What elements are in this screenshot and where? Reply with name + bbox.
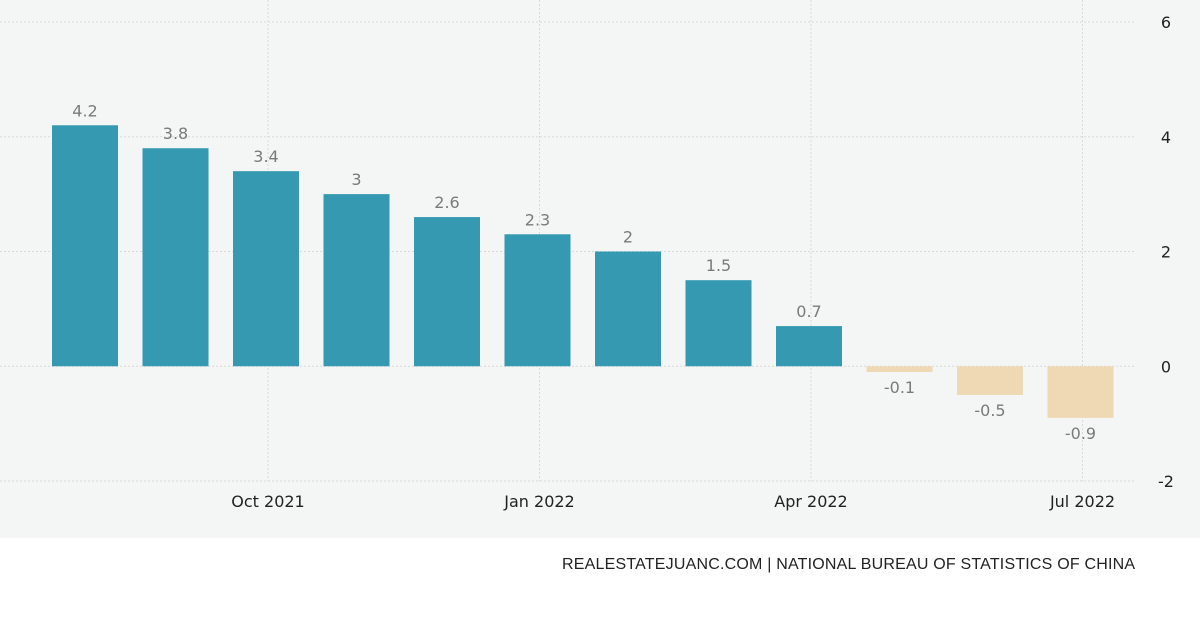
bar-value-label: 1.5 bbox=[706, 256, 731, 275]
x-tick-label: Jul 2022 bbox=[1049, 492, 1115, 511]
y-tick-label: -2 bbox=[1158, 472, 1174, 491]
bar-value-label: -0.9 bbox=[1065, 424, 1096, 443]
bar-value-label: 0.7 bbox=[796, 302, 821, 321]
bar-value-label: 2.3 bbox=[525, 210, 550, 229]
bar bbox=[52, 125, 118, 367]
bar bbox=[595, 251, 661, 367]
y-tick-label: 6 bbox=[1161, 13, 1171, 32]
bar bbox=[957, 366, 1023, 395]
y-tick-label: 4 bbox=[1161, 128, 1171, 147]
bar bbox=[1047, 366, 1114, 418]
bar bbox=[233, 171, 299, 367]
bar bbox=[776, 326, 842, 367]
bar bbox=[685, 280, 752, 367]
bar-value-label: 3.8 bbox=[163, 124, 188, 143]
bar bbox=[142, 148, 209, 367]
y-tick-label: 0 bbox=[1161, 357, 1171, 376]
bar-chart: -2 0 2 4 6 Oct 2021 Jan 2022 Apr 2022 Jul 2022 4.… bbox=[0, 0, 1174, 511]
source-credit: REALESTATEJUANC.COM | NATIONAL BUREAU OF… bbox=[562, 556, 1136, 573]
bar-value-label: 2.6 bbox=[434, 193, 459, 212]
bar-value-label: -0.1 bbox=[884, 378, 915, 397]
bar bbox=[866, 366, 933, 372]
bar-value-label: 4.2 bbox=[72, 101, 97, 120]
bar bbox=[414, 217, 480, 367]
y-tick-label: 2 bbox=[1161, 243, 1171, 262]
x-tick-label: Apr 2022 bbox=[774, 492, 847, 511]
bar bbox=[504, 234, 571, 367]
x-tick-label: Oct 2021 bbox=[231, 492, 304, 511]
bar bbox=[323, 194, 390, 367]
bar-value-label: 2 bbox=[623, 228, 633, 247]
x-tick-label: Jan 2022 bbox=[503, 492, 574, 511]
bar-value-label: 3.4 bbox=[253, 147, 278, 166]
bar-value-label: -0.5 bbox=[974, 401, 1005, 420]
bar-value-label: 3 bbox=[351, 170, 361, 189]
